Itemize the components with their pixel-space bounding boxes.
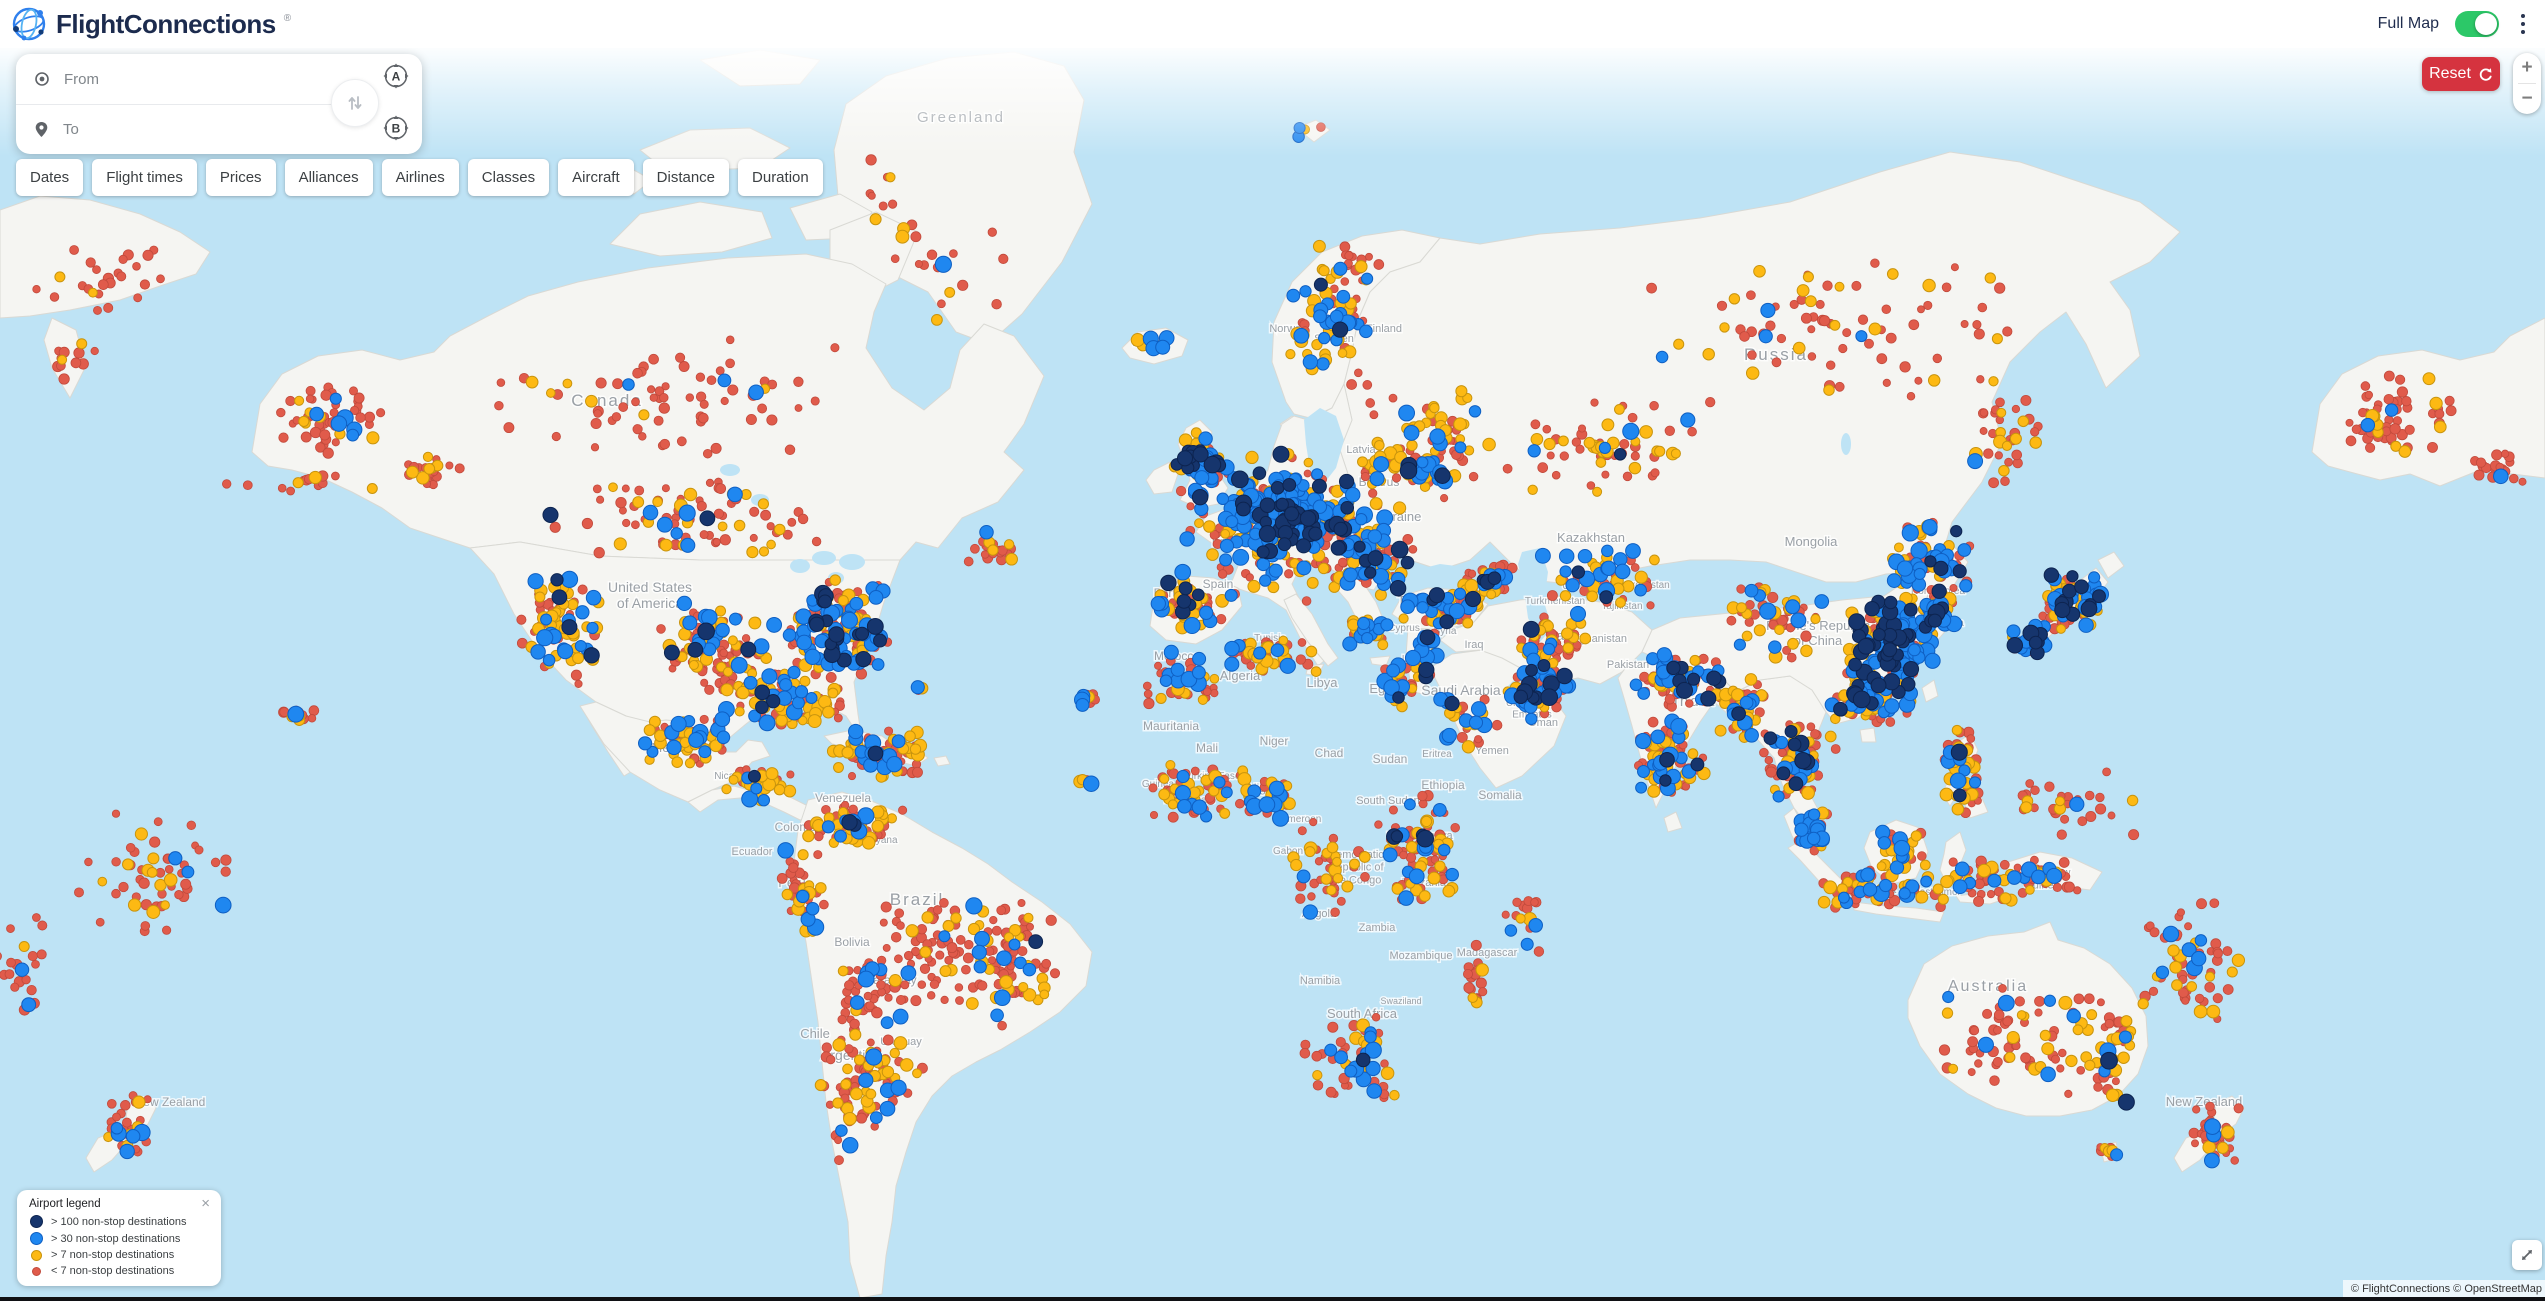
svg-text:New Zealand: New Zealand	[135, 1095, 206, 1109]
svg-text:Brazil: Brazil	[890, 890, 945, 909]
svg-text:Mongolia: Mongolia	[1785, 534, 1839, 549]
from-input[interactable]	[62, 69, 306, 89]
airport-legend: Airport legend × > 100 non-stop destinat…	[17, 1190, 221, 1286]
svg-text:Eritrea: Eritrea	[1422, 749, 1452, 760]
svg-text:Australia: Australia	[1948, 978, 2028, 995]
swap-arrows-icon	[348, 96, 362, 110]
expand-arrows-icon	[2522, 1250, 2532, 1260]
marker-a-handle[interactable]: A	[383, 63, 409, 89]
airport-dots[interactable]	[0, 121, 2527, 1169]
origin-icon	[35, 72, 49, 86]
filter-flight-times[interactable]: Flight times	[92, 159, 197, 196]
svg-text:Ecuador: Ecuador	[732, 846, 773, 858]
flightconnections-logo-icon	[12, 7, 46, 41]
to-input[interactable]	[61, 119, 305, 139]
svg-text:Madagascar: Madagascar	[1457, 947, 1518, 959]
legend-item: > 100 non-stop destinations	[29, 1215, 211, 1228]
swap-from-to-button[interactable]	[331, 79, 379, 127]
svg-text:Mozambique: Mozambique	[1390, 950, 1453, 962]
svg-text:Libya: Libya	[1306, 675, 1338, 690]
reset-label: Reset	[2429, 65, 2471, 82]
svg-text:A: A	[392, 70, 401, 84]
filter-distance[interactable]: Distance	[642, 159, 730, 196]
svg-text:Mali: Mali	[1196, 741, 1218, 755]
brand[interactable]: FlightConnections ®	[0, 5, 291, 43]
svg-text:Yemen: Yemen	[1475, 745, 1509, 757]
svg-text:Swaziland: Swaziland	[1380, 996, 1421, 1006]
full-map-label: Full Map	[2377, 15, 2439, 32]
brand-title: FlightConnections	[56, 8, 276, 39]
svg-text:Finland: Finland	[1366, 323, 1402, 335]
svg-text:New Zealand: New Zealand	[2166, 1094, 2243, 1109]
zoom-out-button[interactable]: −	[2521, 88, 2533, 109]
svg-text:Ethiopia: Ethiopia	[1421, 778, 1465, 792]
reset-button[interactable]: Reset	[2422, 57, 2500, 91]
fullscreen-button[interactable]	[2512, 1240, 2542, 1270]
svg-text:Cyprus: Cyprus	[1388, 623, 1420, 634]
filter-prices[interactable]: Prices	[205, 159, 276, 196]
svg-text:Algeria: Algeria	[1220, 668, 1261, 683]
filter-classes[interactable]: Classes	[467, 159, 550, 196]
filter-duration[interactable]: Duration	[738, 159, 823, 196]
filter-aircraft[interactable]: Aircraft	[558, 159, 634, 196]
svg-text:Kazakhstan: Kazakhstan	[1557, 530, 1625, 545]
svg-text:Turkmenistan: Turkmenistan	[1525, 596, 1585, 607]
header-right: Full Map	[2378, 10, 2545, 38]
svg-text:Latvia: Latvia	[1346, 444, 1376, 456]
legend-dot-navy	[29, 1215, 43, 1228]
header: FlightConnections ® Full Map	[0, 0, 2545, 48]
marker-b-handle[interactable]: B	[383, 115, 409, 141]
route-search-panel: A B	[16, 54, 422, 154]
legend-title: Airport legend	[29, 1198, 101, 1210]
svg-text:Iraq: Iraq	[1465, 639, 1484, 651]
svg-text:Pakistan: Pakistan	[1607, 659, 1649, 671]
legend-items: > 100 non-stop destinations > 30 non-stop…	[29, 1215, 211, 1277]
legend-dot-yellow	[30, 1249, 42, 1261]
legend-label: > 30 non-stop destinations	[51, 1232, 181, 1245]
airport-dots-navy	[542, 277, 2135, 1111]
legend-close-icon[interactable]: ×	[201, 1195, 210, 1212]
svg-text:Bolivia: Bolivia	[834, 935, 870, 949]
svg-text:Chile: Chile	[800, 1026, 830, 1041]
filter-bar: Dates Flight times Prices Alliances Airlines…	[16, 159, 823, 196]
legend-dot-red	[31, 1266, 41, 1276]
svg-text:Namibia: Namibia	[1300, 975, 1341, 987]
svg-text:Mauritania: Mauritania	[1143, 719, 1199, 733]
filter-alliances[interactable]: Alliances	[284, 159, 373, 196]
destination-pin-icon	[35, 121, 48, 137]
svg-text:Niger: Niger	[1260, 734, 1289, 748]
toggle-knob	[2475, 13, 2497, 35]
legend-label: > 100 non-stop destinations	[51, 1215, 187, 1228]
map-attribution[interactable]: © FlightConnections © OpenStreetMap	[2342, 1280, 2545, 1297]
svg-text:B: B	[392, 122, 401, 136]
svg-text:Saudi Arabia: Saudi Arabia	[1421, 682, 1501, 698]
filter-dates[interactable]: Dates	[16, 159, 84, 196]
svg-text:Venezuela: Venezuela	[815, 791, 871, 805]
full-map-toggle[interactable]	[2455, 11, 2499, 37]
legend-item: > 30 non-stop destinations	[29, 1232, 211, 1245]
svg-text:Somalia: Somalia	[1478, 788, 1522, 802]
trademark: ®	[283, 12, 292, 24]
legend-label: < 7 non-stop destinations	[51, 1265, 175, 1277]
legend-item: < 7 non-stop destinations	[29, 1265, 211, 1277]
svg-text:Zambia: Zambia	[1359, 922, 1397, 934]
svg-text:Greenland: Greenland	[917, 109, 1005, 126]
filter-airlines[interactable]: Airlines	[381, 159, 459, 196]
reset-undo-icon	[2479, 67, 2492, 81]
svg-text:Spain: Spain	[1203, 577, 1234, 591]
legend-item: > 7 non-stop destinations	[29, 1249, 211, 1261]
zoom-in-button[interactable]: +	[2521, 57, 2533, 78]
svg-text:Chad: Chad	[1315, 746, 1344, 760]
legend-dot-blue	[29, 1232, 43, 1245]
svg-text:Russia: Russia	[1744, 345, 1808, 364]
legend-label: > 7 non-stop destinations	[51, 1249, 175, 1261]
menu-kebab-icon[interactable]	[2515, 10, 2531, 38]
svg-text:Sudan: Sudan	[1373, 752, 1408, 766]
window-bottom-edge	[0, 1297, 2545, 1301]
zoom-control: + −	[2513, 53, 2541, 114]
